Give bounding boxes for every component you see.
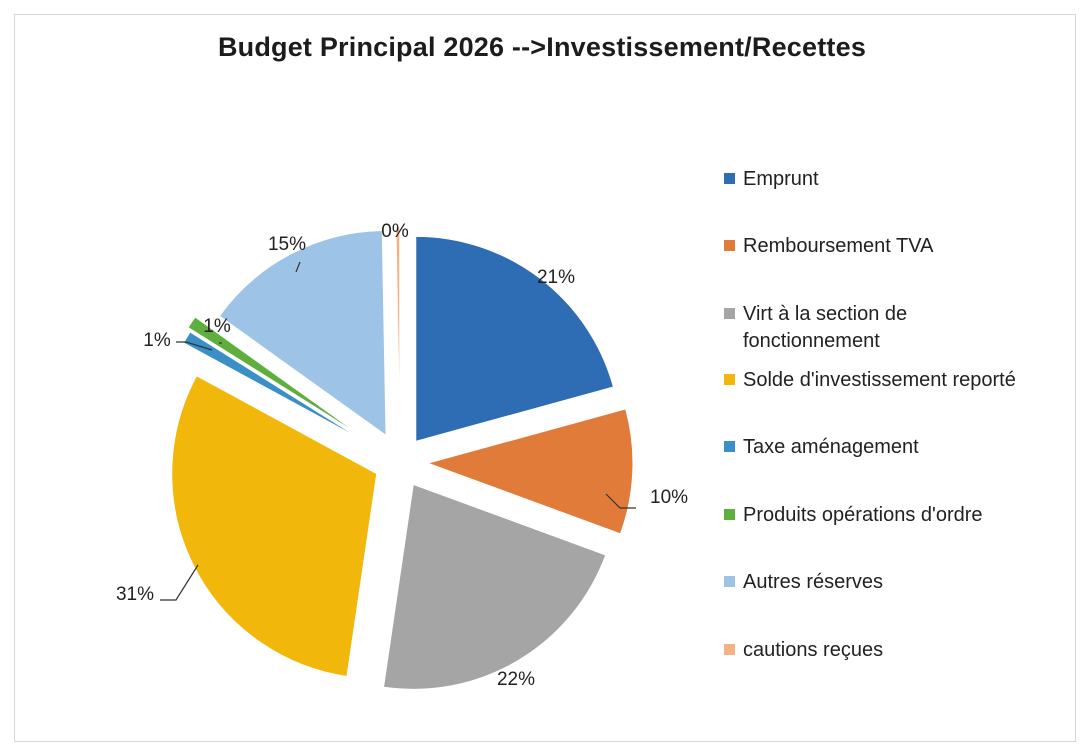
pie-slice-remboursement-tva: [426, 408, 634, 535]
legend-swatch: [724, 308, 735, 319]
legend-swatch: [724, 644, 735, 655]
data-label-remboursement-tva: 10%: [650, 487, 688, 508]
legend-swatch: [724, 374, 735, 385]
legend-label: Solde d'investissement reporté: [743, 369, 1016, 391]
pie-slice-emprunt: [415, 235, 615, 442]
pie-slices: [171, 226, 634, 690]
pie-slice-cautions-recues: [395, 226, 401, 433]
data-label-emprunt: 21%: [537, 267, 575, 288]
leader-line-autres-reserves: [295, 261, 301, 273]
legend-swatch: [724, 576, 735, 587]
legend-item-remboursement-tva: Remboursement TVA: [724, 233, 933, 260]
legend-item-virt-a-la-section-de-fonctionnement: Virt à la section de fonctionnement: [724, 301, 953, 355]
legend-label: Taxe aménagement: [743, 436, 919, 458]
data-label-virt-a-la-section-de-fonctionnement: 22%: [497, 669, 535, 690]
legend-label: Produits opérations d'ordre: [743, 504, 983, 526]
data-label-produits-operations-d-ordre: 1%: [203, 316, 231, 337]
legend-swatch: [724, 509, 735, 520]
pie-slice-taxe-amenagement: [182, 331, 365, 442]
legend-item-autres-reserves: Autres réserves: [724, 569, 883, 596]
legend-item-produits-operations-d-ordre: Produits opérations d'ordre: [724, 502, 983, 529]
legend-swatch: [724, 240, 735, 251]
legend-label: cautions reçues: [743, 639, 884, 661]
pie-leader-lines: [160, 261, 636, 601]
legend-item-cautions-recues: cautions reçues: [724, 637, 883, 664]
leader-line-solde-d-investissement-reporte: [160, 564, 199, 601]
legend-label: Virt à la section de fonctionnement: [743, 303, 908, 352]
pie-slice-produits-operations-d-ordre: [187, 316, 363, 437]
pie-slice-autres-reserves: [218, 229, 387, 437]
legend-swatch: [724, 441, 735, 452]
pie-data-labels: 21% 10% 22% 31% 1% 1% 15% 0%: [116, 221, 688, 690]
pie-slice-virt-a-la-section-de-fonctionnement: [382, 483, 607, 690]
legend-item-taxe-amenagement: Taxe aménagement: [724, 434, 919, 461]
data-label-cautions-recues: 0%: [381, 221, 409, 242]
legend-label: Autres réserves: [743, 571, 884, 593]
leader-line-remboursement-tva: [605, 493, 636, 509]
leader-line-taxe-amenagement: [176, 341, 213, 351]
data-label-taxe-amenagement: 1%: [143, 330, 171, 351]
data-label-solde-d-investissement-reporte: 31%: [116, 584, 154, 605]
legend-label: Remboursement TVA: [743, 235, 934, 257]
legend-item-emprunt: Emprunt: [724, 166, 819, 193]
legend-swatch: [724, 173, 735, 184]
data-label-autres-reserves: 15%: [268, 234, 306, 255]
pie-slice-solde-d-investissement-reporte: [171, 375, 378, 678]
legend-item-solde-d-investissement-reporte: Solde d'investissement reporté: [724, 367, 1016, 394]
chart-title: Budget Principal 2026 -->Investissement/…: [217, 32, 867, 62]
legend-label: Emprunt: [743, 168, 819, 190]
